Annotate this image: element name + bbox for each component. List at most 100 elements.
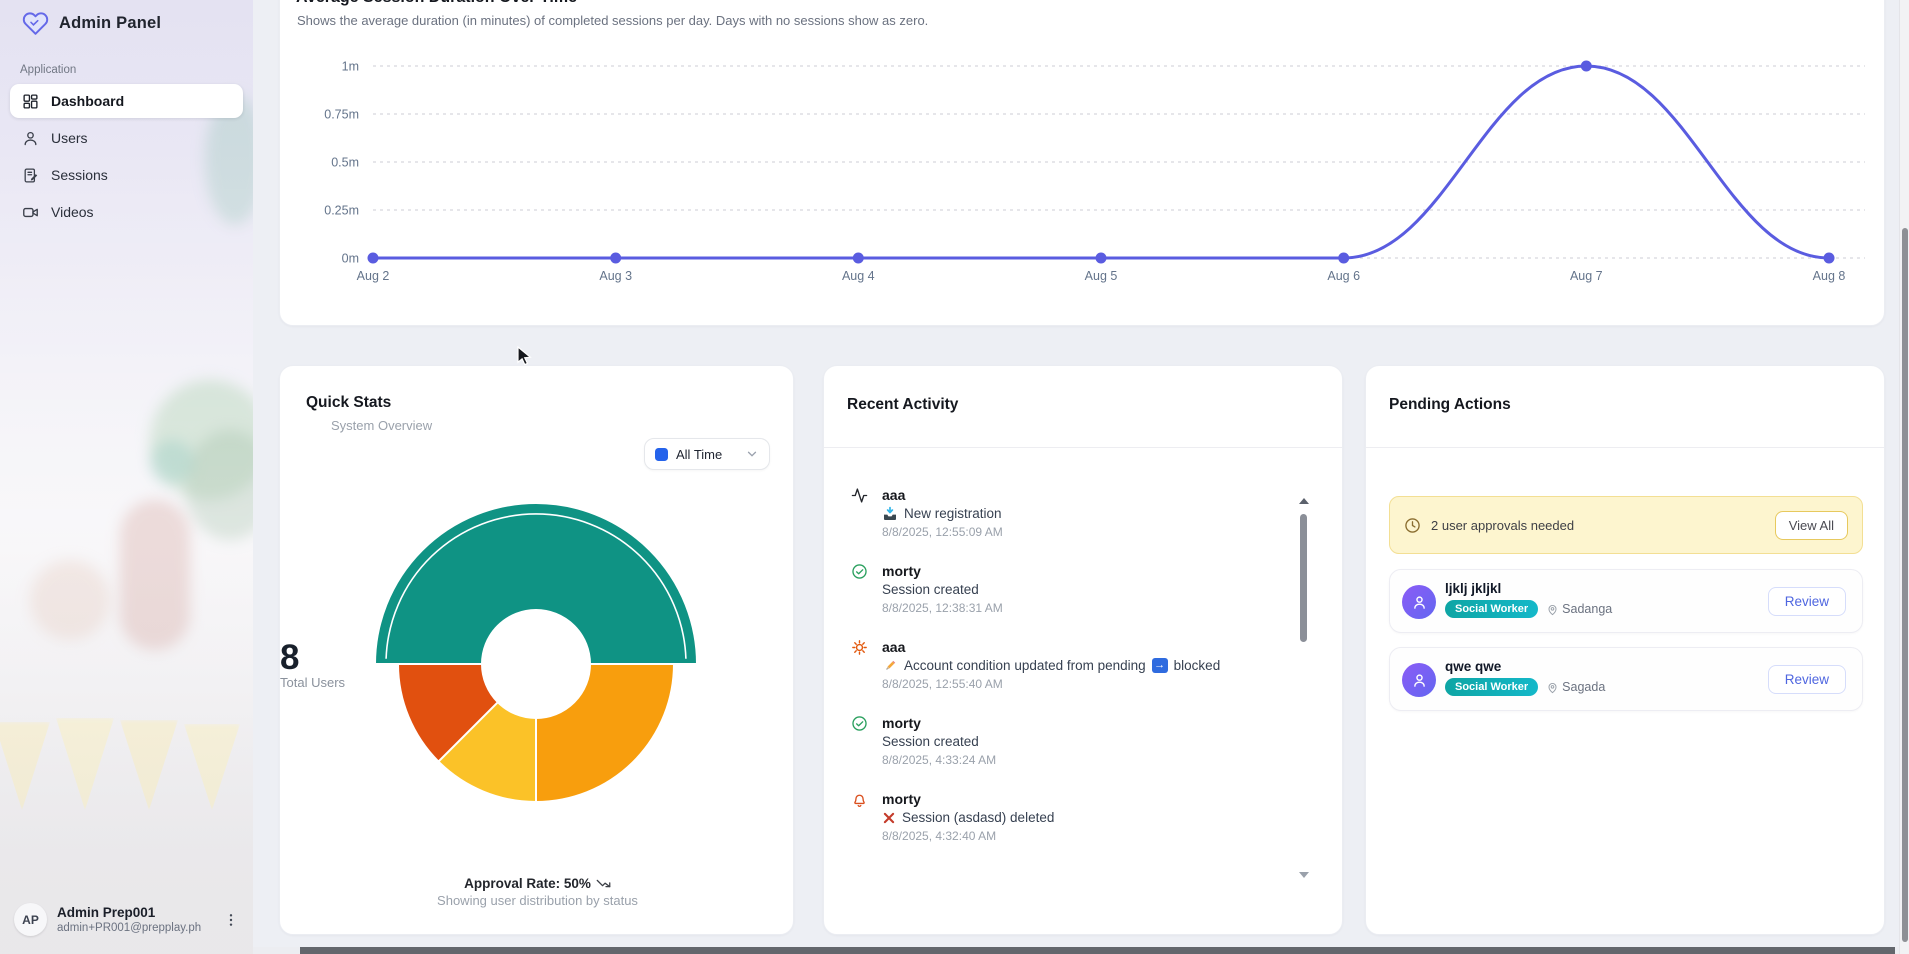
- sidebar-item-videos[interactable]: Videos: [10, 195, 243, 229]
- user-icon: [22, 130, 39, 147]
- sidebar-section-label: Application: [20, 64, 76, 76]
- activity-user: aaa: [882, 638, 1286, 656]
- svg-text:Aug 6: Aug 6: [1327, 269, 1360, 283]
- sidebar: Admin Panel Application Dashboard Users: [0, 0, 253, 954]
- pending-user-location: Sadanga: [1562, 602, 1612, 616]
- activity-pulse-icon: [851, 487, 868, 504]
- inbox-tray-icon: [882, 506, 898, 522]
- pending-actions-title: Pending Actions: [1389, 396, 1511, 414]
- pending-user-location: Sagada: [1562, 680, 1605, 694]
- transition-arrow-icon: →: [1152, 658, 1168, 673]
- scroll-up-arrow[interactable]: [1299, 498, 1309, 504]
- pencil-icon: [882, 658, 898, 674]
- activity-item: aaa New registration 8/8/2025, 12:55:09 …: [851, 486, 1286, 541]
- svg-text:0.25m: 0.25m: [324, 204, 359, 218]
- video-camera-icon: [22, 204, 39, 221]
- app-title: Admin Panel: [59, 14, 161, 33]
- pending-actions-card: Pending Actions 2 user approvals needed …: [1365, 365, 1885, 935]
- cross-mark-icon: [882, 811, 896, 825]
- line-chart: 0m 0.25m 0.5m 0.75m 1m Aug 2 Aug 3 Aug 4 Aug 5 Au…: [280, 0, 1886, 327]
- approvals-banner: 2 user approvals needed View All: [1389, 496, 1863, 554]
- quick-stats-card: Quick Stats System Overview All Time 8 T…: [279, 365, 794, 935]
- sidebar-item-dashboard[interactable]: Dashboard: [10, 84, 243, 118]
- role-badge: Social Worker: [1445, 678, 1538, 696]
- svg-text:Aug 2: Aug 2: [357, 269, 390, 283]
- user-menu-kebab-icon[interactable]: [223, 910, 239, 930]
- activity-user: morty: [882, 790, 1286, 808]
- sidebar-item-label: Dashboard: [51, 93, 124, 109]
- avatar-user-icon: [1402, 585, 1436, 619]
- svg-text:Aug 3: Aug 3: [599, 269, 632, 283]
- pending-user-name: ljklj jkljkl: [1445, 581, 1501, 596]
- activity-timestamp: 8/8/2025, 12:55:09 AM: [882, 523, 1286, 541]
- sidebar-user-card[interactable]: AP Admin Prep001 admin+PR001@prepplay.ph: [0, 903, 253, 936]
- recent-activity-title: Recent Activity: [847, 396, 958, 414]
- activity-user: morty: [882, 714, 1286, 732]
- activity-item: aaa Account condition updated from pendi…: [851, 638, 1286, 693]
- check-circle-icon: [851, 715, 868, 732]
- vertical-scrollbar-track: [1899, 0, 1909, 954]
- svg-text:0.5m: 0.5m: [331, 156, 359, 170]
- trending-down-icon: [596, 876, 611, 891]
- activity-message: New registration: [904, 504, 1002, 523]
- recent-activity-card: Recent Activity aaa New registration 8/8…: [823, 365, 1343, 935]
- scrollbar-thumb[interactable]: [1300, 514, 1307, 642]
- vertical-scrollbar-thumb[interactable]: [1902, 228, 1908, 942]
- scroll-down-arrow[interactable]: [1299, 872, 1309, 878]
- approvals-banner-text: 2 user approvals needed: [1431, 518, 1574, 533]
- svg-text:Aug 8: Aug 8: [1813, 269, 1846, 283]
- activity-item: morty Session created 8/8/2025, 12:38:31…: [851, 562, 1286, 617]
- sidebar-item-label: Users: [51, 130, 88, 146]
- user-email: admin+PR001@prepplay.ph: [57, 921, 201, 935]
- svg-text:0m: 0m: [342, 252, 359, 266]
- map-pin-icon: [1546, 681, 1559, 694]
- activity-message: Session created: [882, 580, 979, 599]
- avatar-user-icon: [1402, 663, 1436, 697]
- sidebar-item-users[interactable]: Users: [10, 121, 243, 155]
- activity-timestamp: 8/8/2025, 4:32:40 AM: [882, 827, 1286, 845]
- activity-timestamp: 8/8/2025, 12:55:40 AM: [882, 675, 1286, 693]
- svg-text:Aug 7: Aug 7: [1570, 269, 1603, 283]
- sidebar-item-label: Videos: [51, 204, 94, 220]
- bell-icon: [851, 791, 868, 808]
- activity-timestamp: 8/8/2025, 12:38:31 AM: [882, 599, 1286, 617]
- map-pin-icon: [1546, 603, 1559, 616]
- sidebar-item-label: Sessions: [51, 167, 108, 183]
- sidebar-item-sessions[interactable]: Sessions: [10, 158, 243, 192]
- app-logo-heart-icon: [22, 10, 49, 37]
- svg-text:0.75m: 0.75m: [324, 108, 359, 122]
- review-button[interactable]: Review: [1768, 587, 1846, 616]
- svg-text:1m: 1m: [342, 60, 359, 74]
- clock-icon: [1404, 517, 1421, 534]
- activity-user: morty: [882, 562, 1286, 580]
- activity-message-tail: blocked: [1174, 656, 1221, 675]
- review-button[interactable]: Review: [1768, 665, 1846, 694]
- activity-item: morty Session created 8/8/2025, 4:33:24 …: [851, 714, 1286, 769]
- view-all-button[interactable]: View All: [1775, 511, 1848, 540]
- sidebar-nav: Dashboard Users Sessions Videos: [10, 84, 243, 232]
- approval-rate-text: Approval Rate: 50%: [464, 876, 591, 891]
- activity-user: aaa: [882, 486, 1286, 504]
- activity-message: Session created: [882, 732, 979, 751]
- pending-user-row: qwe qwe Social Worker Sagada Review: [1389, 647, 1863, 711]
- pending-user-row: ljklj jkljkl Social Worker Sadanga Revie…: [1389, 569, 1863, 633]
- dashboard-grid-icon: [22, 93, 39, 110]
- gear-icon: [851, 639, 868, 656]
- session-duration-card: Average Session Duration Over Time Shows…: [279, 0, 1885, 326]
- donut-center-label: Total Users: [280, 675, 795, 690]
- user-name: Admin Prep001: [57, 905, 201, 921]
- notebook-icon: [22, 167, 39, 184]
- avatar: AP: [14, 903, 47, 936]
- pending-user-name: qwe qwe: [1445, 659, 1501, 674]
- activity-message: Account condition updated from pending: [904, 656, 1146, 675]
- activity-list: aaa New registration 8/8/2025, 12:55:09 …: [851, 486, 1286, 866]
- donut-caption: Showing user distribution by status: [280, 893, 795, 908]
- role-badge: Social Worker: [1445, 600, 1538, 618]
- admin-dashboard: Admin Panel Application Dashboard Users: [0, 0, 1909, 954]
- activity-timestamp: 8/8/2025, 4:33:24 AM: [882, 751, 1286, 769]
- donut-center-value: 8: [280, 638, 795, 678]
- activity-scrollbar: [1297, 498, 1311, 878]
- horizontal-scrollbar-thumb[interactable]: [300, 947, 1895, 954]
- svg-text:Aug 5: Aug 5: [1085, 269, 1118, 283]
- svg-text:Aug 4: Aug 4: [842, 269, 875, 283]
